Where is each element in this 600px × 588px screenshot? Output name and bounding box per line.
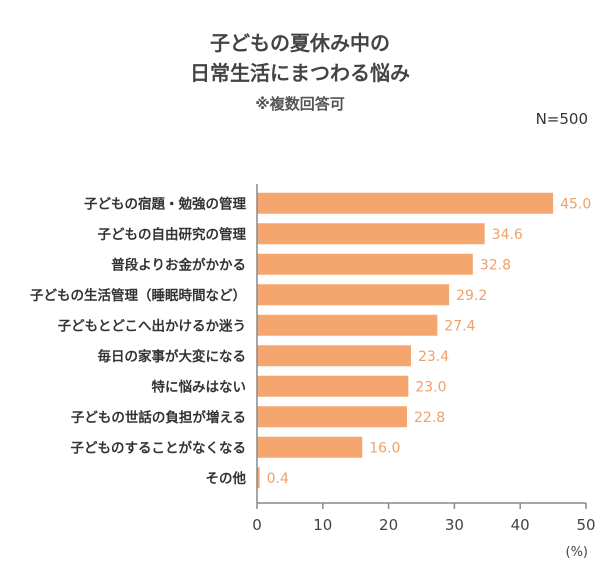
- plot-area: 子どもの宿題・勉強の管理 45.0 子どもの自由研究の管理 34.6 普段よりお金がかか…: [30, 184, 596, 534]
- x-tick-label: 30: [445, 516, 464, 534]
- category-label: 普段よりお金がかかる: [111, 256, 246, 273]
- category-label: 特に悩みはない: [152, 378, 247, 395]
- category-label: 子どもの自由研究の管理: [98, 226, 247, 243]
- category-label: 子どもの世話の負担が増える: [71, 409, 246, 426]
- bar: [257, 406, 408, 428]
- data-label: 27.4: [444, 318, 475, 334]
- category-label: 子どもの宿題・勉強の管理: [84, 195, 246, 212]
- data-label: 22.8: [414, 410, 445, 426]
- category-label: 子どもの生活管理（睡眠時間など）: [30, 287, 246, 304]
- x-tick-label: 50: [576, 516, 595, 534]
- data-label: 45.0: [560, 196, 591, 212]
- bar: [257, 284, 450, 306]
- x-tick-label: 10: [313, 516, 332, 534]
- x-tick-label: 20: [379, 516, 398, 534]
- category-label: 毎日の家事が大変になる: [98, 348, 247, 365]
- category-label: その他: [206, 470, 247, 487]
- sample-size-note: N=500: [536, 110, 588, 128]
- chart-title-line-2: 日常生活にまつわる悩み: [190, 61, 410, 85]
- data-label: 16.0: [369, 440, 400, 456]
- data-label: 32.8: [480, 257, 511, 273]
- bar: [257, 253, 473, 275]
- bar: [257, 223, 485, 245]
- data-label: 23.4: [418, 349, 449, 365]
- bar: [257, 192, 554, 214]
- data-label: 0.4: [267, 471, 289, 487]
- bar: [257, 314, 438, 336]
- chart-subtitle: ※複数回答可: [255, 95, 345, 113]
- bar: [257, 436, 363, 458]
- chart-title-line-1: 子どもの夏休み中の: [210, 31, 390, 55]
- data-label: 29.2: [456, 288, 487, 304]
- bar: [257, 467, 260, 489]
- x-tick-label: 0: [252, 516, 262, 534]
- bar: [257, 375, 409, 397]
- x-axis-unit-label: (%): [566, 545, 589, 560]
- category-label: 子どもとどこへ出かけるか迷う: [58, 317, 246, 334]
- bar: [257, 345, 411, 367]
- data-label: 23.0: [415, 379, 446, 395]
- category-label: 子どものすることがなくなる: [71, 439, 247, 456]
- data-label: 34.6: [492, 227, 523, 243]
- x-tick-label: 40: [511, 516, 530, 534]
